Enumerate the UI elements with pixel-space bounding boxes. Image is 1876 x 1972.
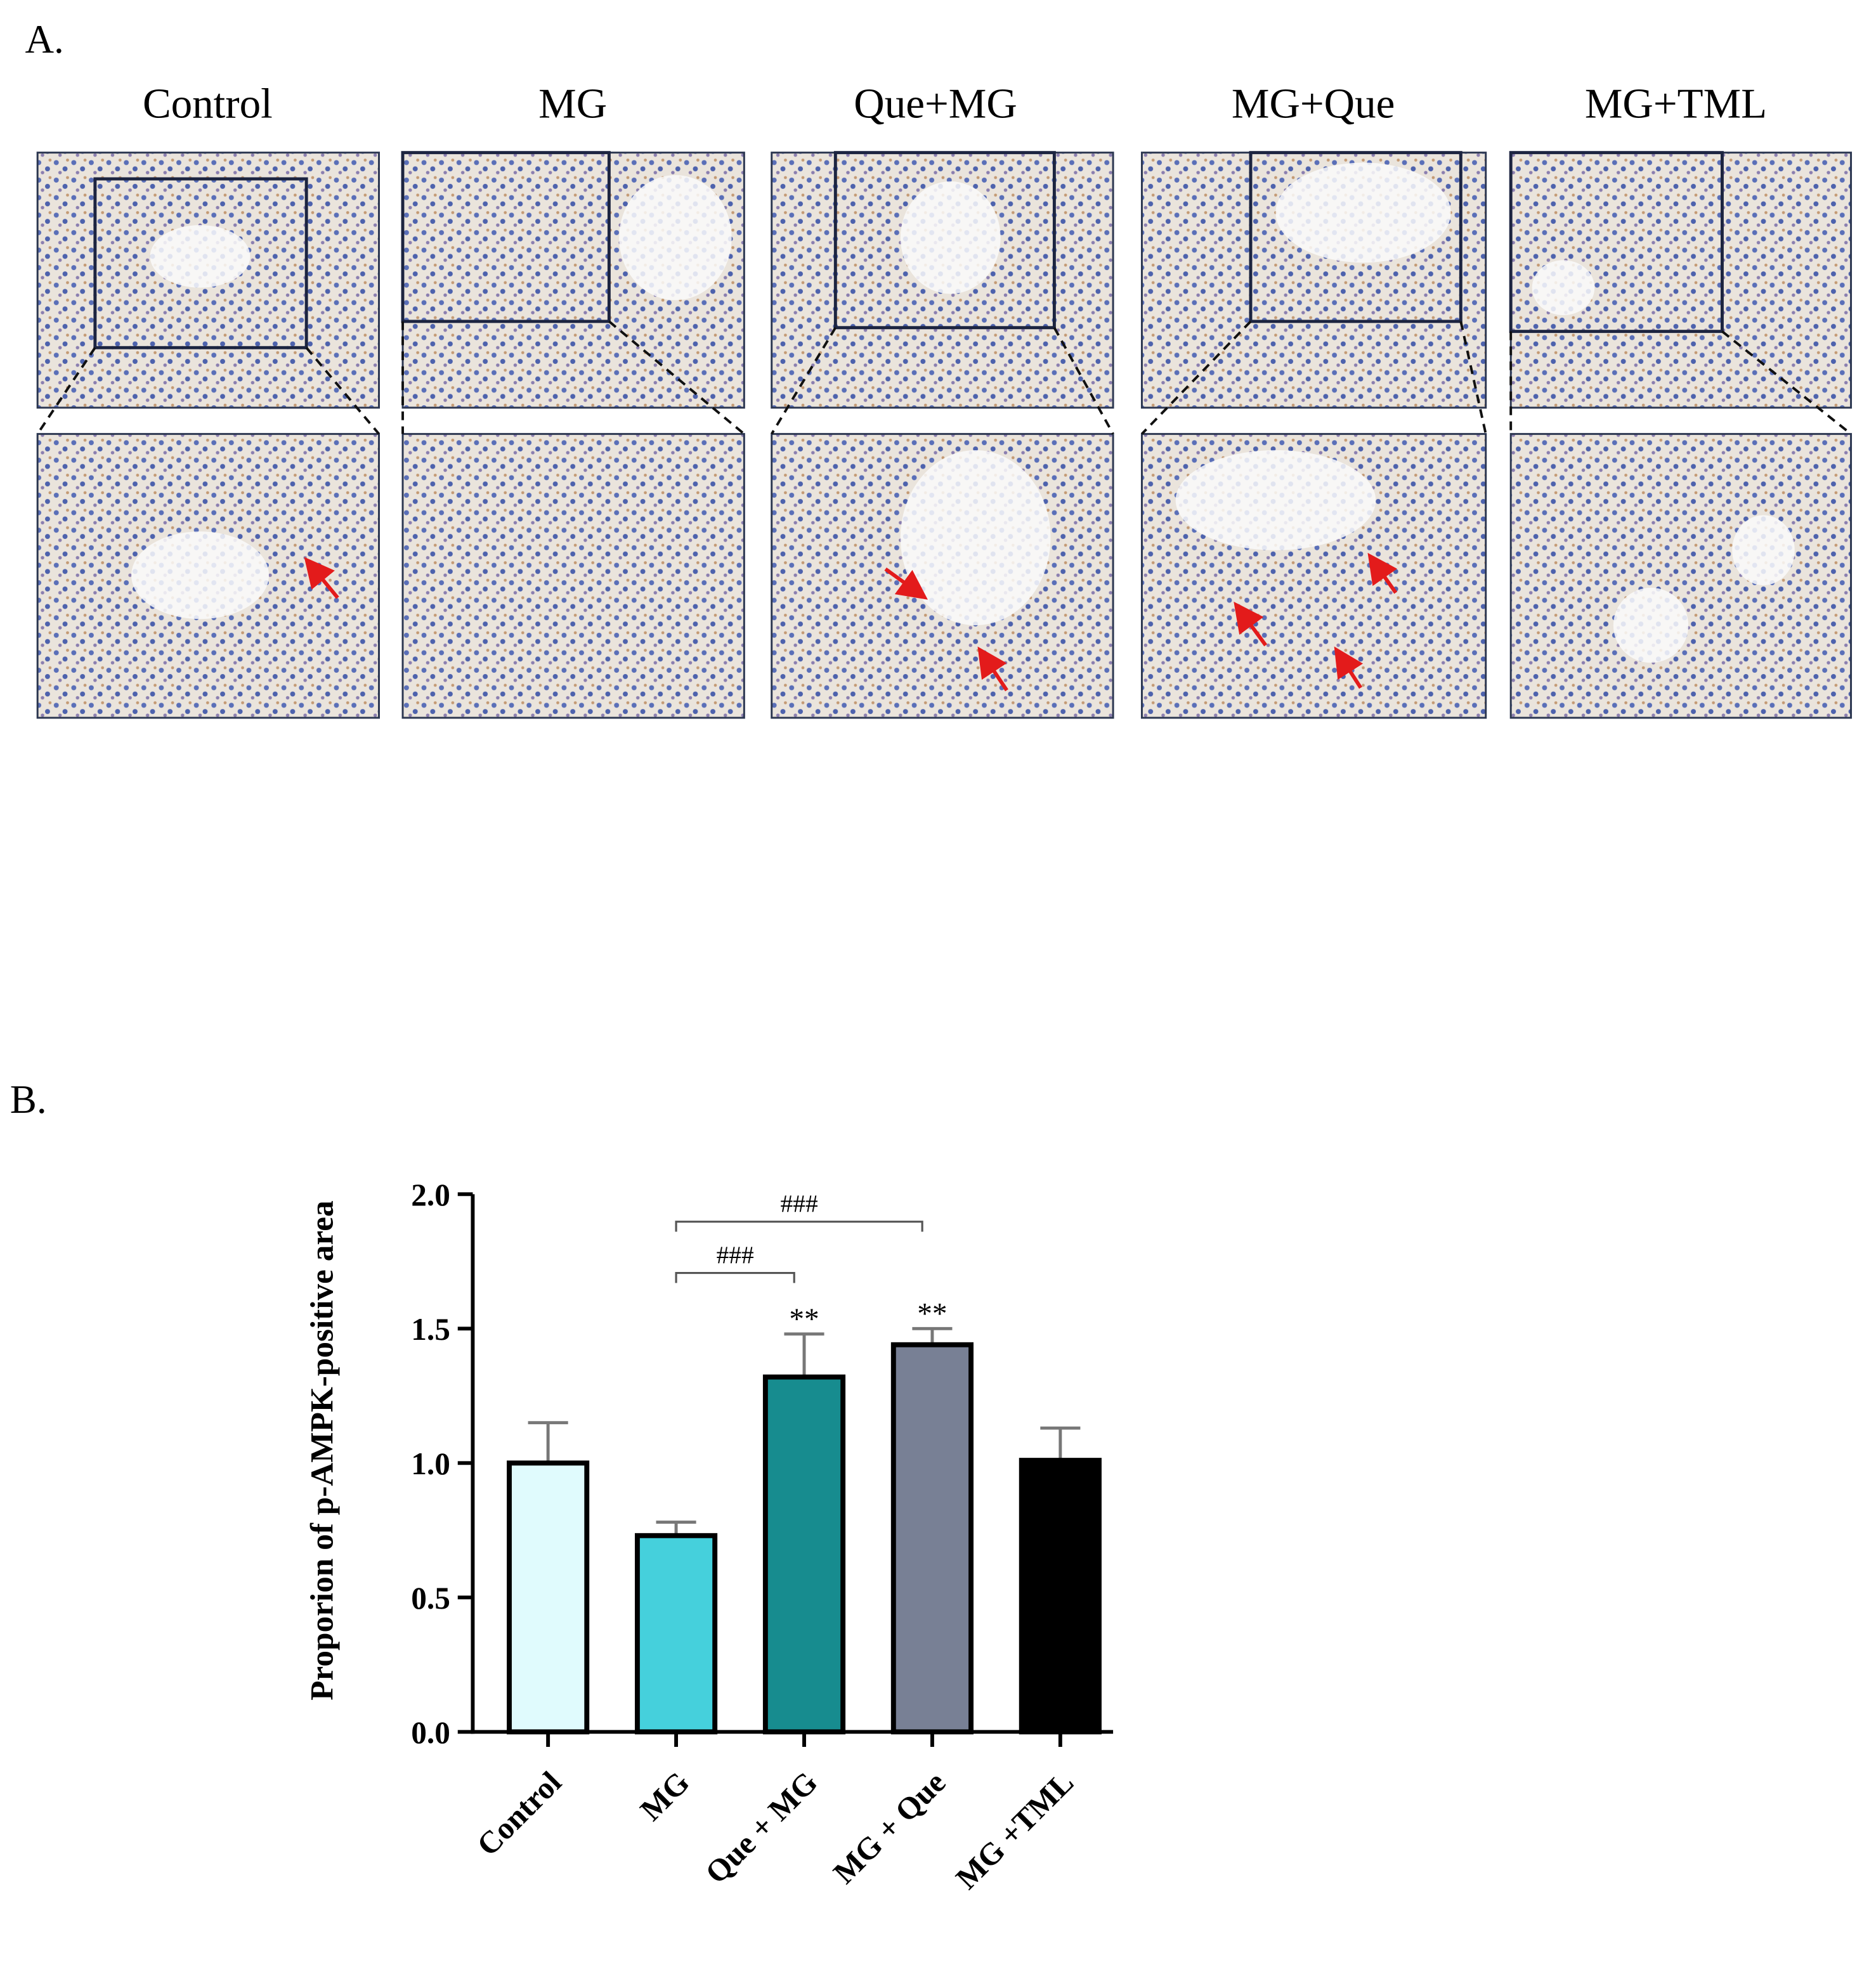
bracket (675, 1271, 795, 1283)
y-tick-label: 2.0 (411, 1177, 450, 1212)
panel-label: B. (10, 1077, 47, 1122)
bar (507, 1460, 590, 1735)
x-tick-label: Control (470, 1765, 568, 1862)
inset-box (93, 151, 1724, 349)
bracket-label: ### (781, 1190, 818, 1217)
group-label: Que+MG (854, 79, 1017, 127)
x-tick-label: MG + Que (826, 1765, 952, 1890)
bracket-label: ### (717, 1241, 754, 1269)
bracket (675, 1221, 923, 1232)
x-tick-label: MG +TML (949, 1765, 1080, 1896)
group-label: MG (538, 79, 607, 127)
y-tick-label: 1.0 (411, 1446, 450, 1481)
y-axis-label: Proporion of p-AMPK-positive area (304, 1200, 341, 1700)
group-label: Control (143, 79, 273, 127)
bar (1019, 1458, 1102, 1735)
y-tick-label: 0.5 (411, 1581, 450, 1616)
panel-label: A. (25, 17, 63, 62)
micrograph (1509, 432, 1853, 719)
x-tick-label: MG (634, 1765, 696, 1827)
significance: ** (789, 1303, 819, 1336)
bar (634, 1533, 718, 1735)
y-tick-label: 0.0 (411, 1715, 450, 1750)
group-label: MG+Que (1232, 79, 1395, 127)
lumen (131, 162, 1795, 663)
bar (890, 1342, 974, 1735)
zoom-line (36, 320, 1852, 435)
bar (762, 1374, 846, 1735)
group-label: MG+TML (1585, 79, 1767, 127)
micrograph (401, 432, 745, 719)
x-tick-label: Que + MG (698, 1765, 824, 1890)
micrographs (36, 151, 1853, 719)
significance: ** (917, 1297, 947, 1330)
y-tick-label: 1.5 (411, 1312, 450, 1347)
red-arrow (304, 552, 1398, 692)
